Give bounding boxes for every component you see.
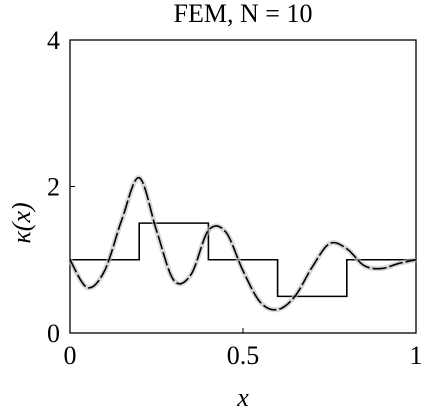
line-shadow [67, 175, 417, 313]
line [70, 222, 416, 298]
y-axis-label: κ(x) [7, 202, 36, 243]
plot-frame [69, 39, 417, 334]
x-tick-label: 0.5 [227, 341, 260, 370]
x-tick-label: 0 [64, 341, 77, 370]
chart-title: FEM, N = 10 [174, 0, 313, 28]
y-tick-label: 2 [47, 173, 60, 202]
x-tick-label: 1 [410, 341, 423, 370]
line [69, 176, 417, 311]
x-axis-label: x [236, 383, 249, 412]
y-tick-label: 0 [47, 319, 60, 348]
y-tick-label: 4 [47, 26, 60, 55]
